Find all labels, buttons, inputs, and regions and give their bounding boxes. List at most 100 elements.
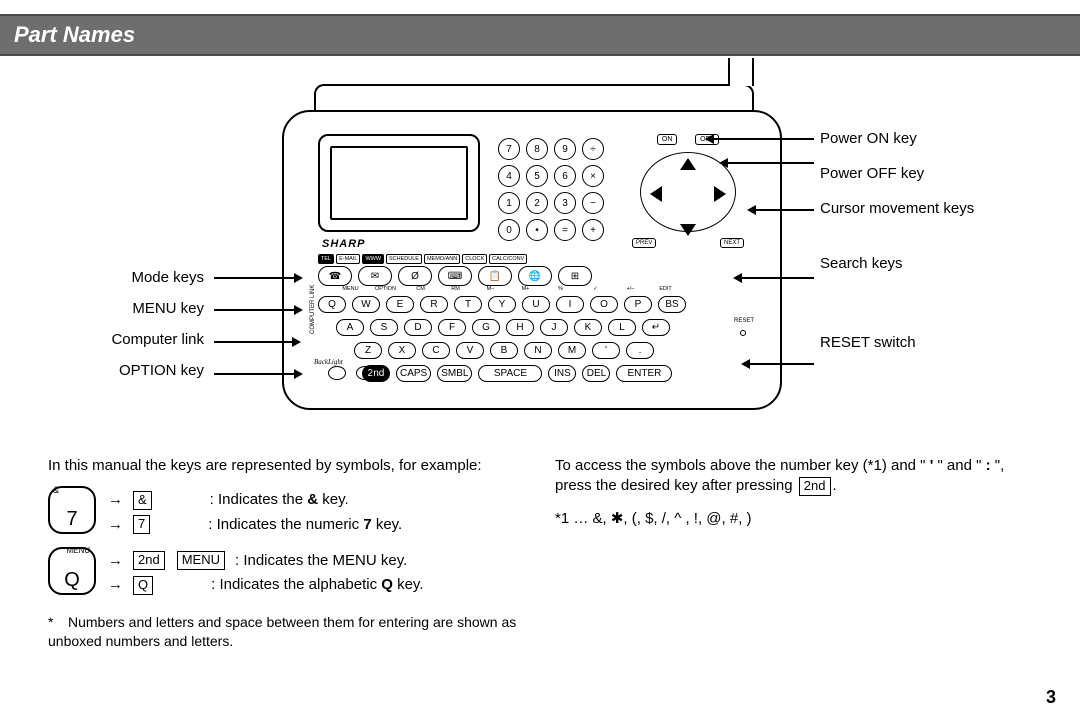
- arrow-icon: →: [108, 551, 123, 571]
- key-bs: BS: [658, 296, 686, 313]
- intro-text: In this manual the keys are represented …: [48, 456, 525, 476]
- key-6: 6: [554, 165, 576, 187]
- key-q: Q: [318, 296, 346, 313]
- text-columns: In this manual the keys are represented …: [48, 456, 1032, 651]
- key-mul: ×: [582, 165, 604, 187]
- key-j: J: [540, 319, 568, 336]
- key-5: 5: [526, 165, 548, 187]
- key-plus: +: [582, 219, 604, 241]
- callout-search: Search keys: [820, 255, 974, 272]
- key-v: V: [456, 342, 484, 359]
- option-a: [328, 366, 346, 380]
- key-w: W: [352, 296, 380, 313]
- key-space: SPACE: [478, 365, 542, 382]
- boxkey: MENU: [177, 551, 225, 570]
- cursor-up-icon: [680, 158, 696, 170]
- reset-label: RESET: [734, 318, 754, 324]
- computer-link-label: COMPUTER LINK: [310, 285, 316, 334]
- key-c: C: [422, 342, 450, 359]
- key-h: H: [506, 319, 534, 336]
- arrowhead-icon: [747, 205, 756, 215]
- tab-calc: CALC/CONV: [489, 254, 527, 264]
- cursor-pad: ON OFF PREV NEXT: [634, 134, 742, 242]
- key-4: 4: [498, 165, 520, 187]
- key-period: .: [626, 342, 654, 359]
- symbol-list: *1 … &, ✱, (, $, /, ^ , !, @, #, ): [555, 509, 1032, 529]
- callout-power-off: Power OFF key: [820, 165, 974, 182]
- key-3: 3: [554, 192, 576, 214]
- next-key: NEXT: [720, 238, 744, 248]
- numpad: 789÷ 456× 123− 0•=+: [498, 138, 648, 246]
- sublabel-pct: %: [546, 286, 575, 292]
- arrowhead-icon: [292, 337, 301, 347]
- sublabel-option: OPTION: [371, 286, 400, 292]
- key-x: X: [388, 342, 416, 359]
- boxkey: Q: [133, 576, 153, 595]
- left-column: In this manual the keys are represented …: [48, 456, 525, 651]
- sublabel-check: ✓: [581, 286, 610, 292]
- right-column: To access the symbols above the number k…: [555, 456, 1032, 651]
- callout-computer-link: Computer link: [48, 331, 204, 348]
- arrowhead-icon: [719, 158, 728, 168]
- callouts-right: Power ON key Power OFF key Cursor moveme…: [820, 130, 974, 369]
- sublabel-mminus: M−: [476, 286, 505, 292]
- arrowhead-icon: [294, 369, 303, 379]
- key-0: 0: [498, 219, 520, 241]
- key-t: T: [454, 296, 482, 313]
- key-smbl: SMBL: [437, 365, 472, 382]
- key-eq: =: [554, 219, 576, 241]
- mode-icon-mail: ✉: [358, 266, 392, 286]
- callout-option-key: OPTION key: [48, 362, 204, 379]
- key-caps: CAPS: [396, 365, 431, 382]
- tab-www: WWW: [362, 254, 384, 264]
- mode-icon-tel: ☎: [318, 266, 352, 286]
- leader-line: [214, 373, 294, 375]
- boxkey: &: [133, 491, 152, 510]
- page-header: Part Names: [0, 14, 1080, 56]
- key-g: G: [472, 319, 500, 336]
- key-r: R: [420, 296, 448, 313]
- boxkey: 2nd: [133, 551, 165, 570]
- key-y: Y: [488, 296, 516, 313]
- key-b: B: [490, 342, 518, 359]
- footnote: *Numbers and letters and space between t…: [48, 613, 525, 651]
- boxkey: 7: [133, 515, 150, 534]
- cursor-down-icon: [680, 224, 696, 236]
- cursor-left-icon: [650, 186, 662, 202]
- leader-line: [214, 309, 294, 311]
- header-title: Part Names: [14, 22, 135, 47]
- key-p: P: [624, 296, 652, 313]
- mode-icons: ☎ ✉ Ø ⌨ 📋 🌐 ⊞: [318, 266, 644, 286]
- arrowhead-icon: [294, 273, 303, 283]
- arrowhead-icon: [741, 359, 750, 369]
- callout-menu-key: MENU key: [48, 300, 204, 317]
- example-key-q: MENUQ: [48, 547, 96, 595]
- brand-label: SHARP: [322, 238, 366, 250]
- callout-cursor: Cursor movement keys: [820, 200, 974, 217]
- leader-line: [714, 138, 814, 140]
- example-key-7: &7: [48, 486, 96, 534]
- power-on-key: ON: [657, 134, 678, 145]
- page-number: 3: [1046, 687, 1056, 708]
- key-u: U: [522, 296, 550, 313]
- callout-power-on: Power ON key: [820, 130, 974, 147]
- leader-line: [214, 277, 294, 279]
- backlight-label: BackLight: [314, 358, 343, 366]
- key-dot: •: [526, 219, 548, 241]
- device-illustration: SHARP 789÷ 456× 123− 0•=+ ON OFF PREV: [282, 84, 792, 429]
- sublabel-cm: CM: [406, 286, 435, 292]
- key-8: 8: [526, 138, 548, 160]
- key-1: 1: [498, 192, 520, 214]
- tab-tel: TEL: [318, 254, 334, 264]
- mode-icon-memo: 📋: [478, 266, 512, 286]
- mode-tabs: TEL E-MAIL WWW SCHEDULE MEMO/ANN CLOCK C…: [318, 254, 742, 264]
- callout-reset: RESET switch: [820, 334, 974, 351]
- mode-icon-calc: ⊞: [558, 266, 592, 286]
- key-del: DEL: [582, 365, 610, 382]
- sublabel-rm: RM: [441, 286, 470, 292]
- arrow-icon: →: [108, 515, 123, 535]
- tab-email: E-MAIL: [336, 254, 360, 264]
- callouts-left: Mode keys MENU key Computer link OPTION …: [48, 269, 204, 393]
- key-f: F: [438, 319, 466, 336]
- keyboard: MENU OPTION CM RM M− M+ % ✓ +/− EDIT Q W…: [318, 296, 742, 388]
